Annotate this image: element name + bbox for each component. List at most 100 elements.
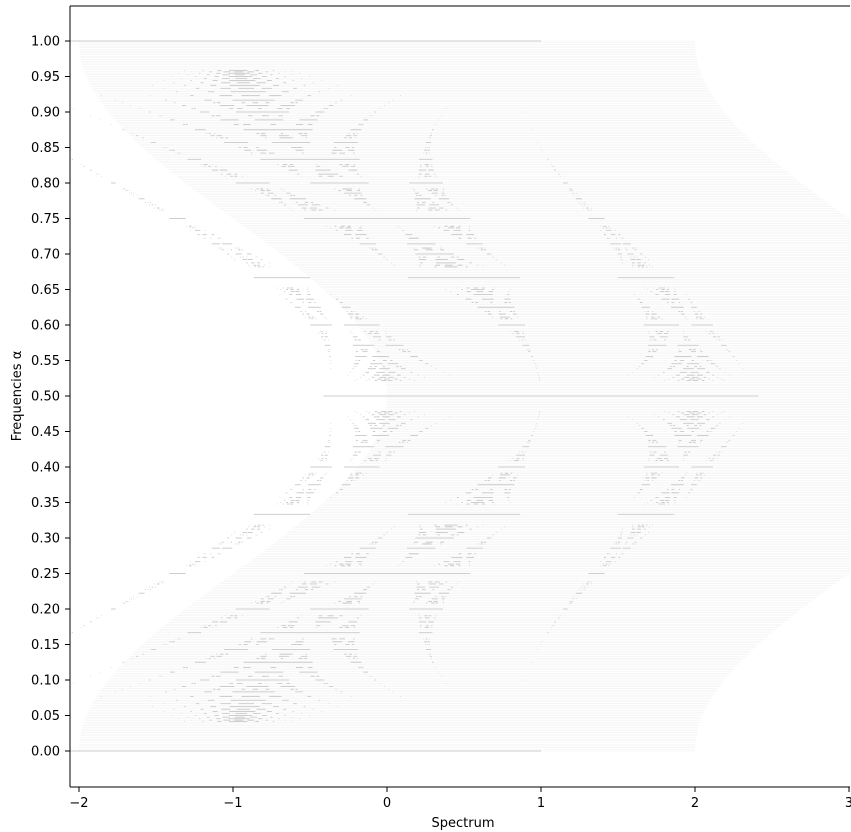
energy-band: [515, 336, 525, 338]
energy-band: [229, 682, 234, 684]
energy-band: [318, 615, 323, 617]
energy-band: [571, 192, 573, 194]
energy-band: [639, 488, 643, 490]
energy-band: [683, 336, 688, 338]
energy-band: [246, 534, 248, 536]
energy-band: [720, 446, 727, 448]
energy-band: [289, 194, 293, 196]
energy-band: [307, 667, 313, 668]
energy-band: [255, 70, 260, 72]
energy-band: [280, 188, 282, 190]
energy-band: [694, 477, 699, 479]
energy-band: [329, 439, 331, 441]
energy-band: [318, 458, 320, 460]
energy-band: [431, 598, 438, 600]
energy-band: [491, 316, 493, 318]
energy-band: [261, 259, 263, 260]
energy-band: [477, 306, 515, 308]
energy-band: [329, 351, 331, 353]
energy-band: [445, 581, 448, 583]
energy-band: [644, 360, 648, 361]
energy-band: [651, 477, 657, 479]
energy-band: [272, 70, 275, 72]
energy-band: [236, 82, 250, 84]
energy-band: [307, 124, 313, 125]
energy-band: [129, 598, 130, 600]
energy-band: [358, 667, 361, 668]
energy-band: [226, 173, 232, 175]
energy-band: [228, 718, 250, 720]
energy-band: [510, 318, 513, 320]
energy-band: [351, 147, 355, 148]
energy-band: [488, 313, 492, 315]
energy-band: [350, 129, 362, 131]
energy-band: [234, 173, 238, 175]
energy-band: [522, 332, 524, 334]
energy-band: [320, 454, 324, 456]
energy-band: [167, 147, 169, 148]
energy-band: [234, 71, 244, 73]
energy-band: [490, 488, 493, 490]
energy-band: [350, 331, 351, 332]
energy-band: [447, 201, 450, 203]
energy-band: [641, 524, 644, 526]
energy-band: [234, 543, 236, 545]
energy-band: [379, 108, 381, 110]
energy-band: [431, 164, 433, 165]
energy-band: [614, 247, 615, 249]
energy-band: [164, 147, 166, 148]
energy-band: [203, 627, 208, 628]
energy-band: [577, 596, 579, 598]
energy-band: [571, 188, 572, 190]
energy-band: [350, 625, 356, 627]
energy-band: [554, 621, 556, 623]
energy-band: [229, 108, 234, 110]
energy-band: [214, 133, 216, 135]
energy-band: [449, 374, 450, 376]
energy-band: [292, 720, 293, 722]
energy-band: [424, 627, 429, 628]
energy-band: [372, 207, 374, 209]
energy-band: [208, 657, 211, 659]
energy-band: [142, 653, 143, 655]
energy-band: [337, 706, 339, 708]
energy-band: [181, 686, 186, 687]
energy-band: [618, 513, 675, 515]
energy-band: [330, 227, 331, 229]
energy-band: [216, 688, 221, 690]
energy-band: [242, 615, 243, 617]
energy-band: [111, 608, 116, 610]
energy-band: [715, 425, 717, 427]
energy-band: [509, 311, 513, 312]
energy-band: [617, 537, 623, 539]
energy-band: [621, 256, 622, 258]
energy-band: [283, 204, 287, 206]
energy-band: [644, 528, 646, 530]
energy-band: [659, 291, 665, 293]
energy-band: [243, 661, 313, 663]
energy-band: [386, 454, 392, 456]
energy-band: [326, 108, 328, 110]
energy-band: [254, 190, 256, 191]
energy-band: [509, 302, 511, 304]
energy-band: [234, 532, 236, 533]
energy-band: [447, 589, 450, 591]
energy-band: [375, 460, 378, 461]
energy-band: [281, 165, 287, 167]
energy-band: [260, 632, 360, 634]
energy-band: [622, 547, 631, 549]
energy-band: [441, 192, 445, 194]
energy-band: [162, 207, 163, 209]
energy-band: [162, 711, 164, 713]
energy-band: [494, 287, 496, 289]
energy-band: [193, 108, 196, 110]
energy-band: [696, 318, 698, 320]
energy-band: [541, 641, 543, 643]
energy-band: [203, 164, 208, 165]
energy-band: [151, 84, 153, 86]
energy-band: [610, 547, 621, 549]
energy-band: [355, 556, 367, 558]
energy-band: [163, 703, 165, 705]
energy-band: [325, 565, 327, 567]
energy-band: [269, 266, 270, 268]
